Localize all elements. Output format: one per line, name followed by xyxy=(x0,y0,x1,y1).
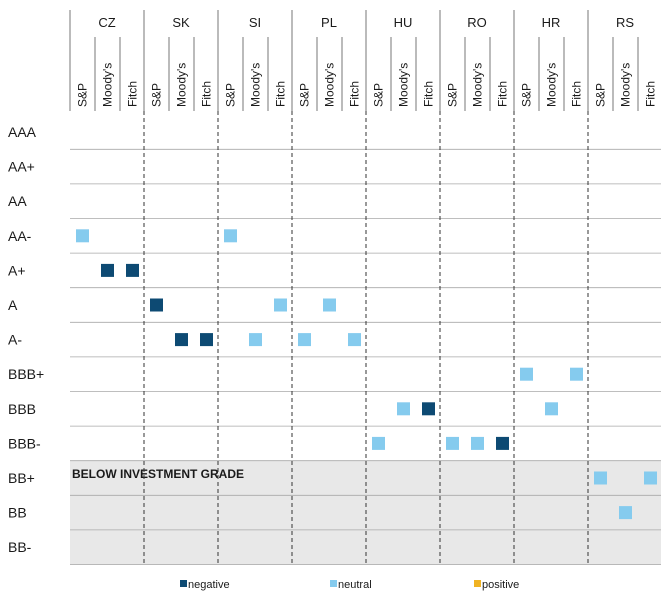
country-label: SK xyxy=(172,15,190,30)
rating-marker-neutral xyxy=(323,298,336,312)
rating-marker-neutral xyxy=(372,436,385,450)
agency-label: S&P xyxy=(594,83,608,107)
rating-marker-neutral xyxy=(397,402,410,416)
agency-label: S&P xyxy=(150,83,164,107)
rating-marker-neutral xyxy=(224,229,237,243)
agency-label: S&P xyxy=(372,83,386,107)
rating-label: AA xyxy=(8,193,27,209)
rating-marker-neutral xyxy=(594,471,607,485)
legend-swatch-positive xyxy=(474,580,481,587)
rating-markers xyxy=(76,229,657,520)
agency-label: Fitch xyxy=(644,81,658,107)
rating-label: BBB- xyxy=(8,435,41,451)
legend-swatch-neutral xyxy=(330,580,337,587)
country-label: CZ xyxy=(98,15,115,30)
agency-label: Fitch xyxy=(126,81,140,107)
rating-marker-negative xyxy=(126,263,139,277)
country-label: HR xyxy=(542,15,561,30)
rating-marker-neutral xyxy=(348,333,361,347)
rating-marker-negative xyxy=(200,333,213,347)
agency-label: Moody's xyxy=(619,63,633,107)
agency-label: Moody's xyxy=(323,63,337,107)
rating-label: AA+ xyxy=(8,159,35,175)
legend-label-neutral: neutral xyxy=(338,579,372,591)
rating-marker-negative xyxy=(101,263,114,277)
agency-label: S&P xyxy=(76,83,90,107)
rating-marker-neutral xyxy=(619,506,632,520)
rating-marker-neutral xyxy=(520,367,533,381)
rating-label: BBB xyxy=(8,401,36,417)
rating-label: A- xyxy=(8,332,22,348)
grid-lines xyxy=(70,111,661,565)
rating-marker-neutral xyxy=(298,333,311,347)
agency-label: Moody's xyxy=(249,63,263,107)
agency-label: Moody's xyxy=(101,63,115,107)
rating-marker-neutral xyxy=(570,367,583,381)
rating-label: AA- xyxy=(8,228,32,244)
rating-marker-neutral xyxy=(274,298,287,312)
country-label: RO xyxy=(467,15,487,30)
agency-label: Fitch xyxy=(274,81,288,107)
rating-label: BB xyxy=(8,505,27,521)
legend-label-positive: positive xyxy=(482,579,519,591)
country-label: RS xyxy=(616,15,634,30)
agency-label: S&P xyxy=(298,83,312,107)
column-header: CZ S&P Moody's Fitch SK S&P Moody's Fitch SI S&P M… xyxy=(69,10,658,111)
rating-marker-neutral xyxy=(446,436,459,450)
rating-marker-neutral xyxy=(249,333,262,347)
agency-label: Fitch xyxy=(422,81,436,107)
rating-marker-neutral xyxy=(545,402,558,416)
country-label: HU xyxy=(394,15,413,30)
rating-label: A xyxy=(8,297,18,313)
agency-label: Fitch xyxy=(496,81,510,107)
country-label: SI xyxy=(249,15,261,30)
below-investment-grade-label: BELOW INVESTMENT GRADE xyxy=(72,467,244,481)
agency-label: Moody's xyxy=(545,63,559,107)
rating-label: A+ xyxy=(8,262,26,278)
rating-marker-negative xyxy=(422,402,435,416)
rating-marker-neutral xyxy=(471,436,484,450)
rating-label: BB+ xyxy=(8,470,35,486)
agency-label: Fitch xyxy=(200,81,214,107)
country-label: PL xyxy=(321,15,337,30)
legend: negative neutral positive xyxy=(180,579,519,591)
agency-label: Moody's xyxy=(471,63,485,107)
legend-label-negative: negative xyxy=(188,579,230,591)
agency-label: Fitch xyxy=(348,81,362,107)
agency-label: S&P xyxy=(446,83,460,107)
legend-swatch-negative xyxy=(180,580,187,587)
rating-marker-negative xyxy=(150,298,163,312)
rating-marker-neutral xyxy=(76,229,89,243)
rating-label: BBB+ xyxy=(8,366,44,382)
rating-marker-negative xyxy=(496,436,509,450)
agency-label: S&P xyxy=(224,83,238,107)
agency-label: Moody's xyxy=(175,63,189,107)
rating-label: BB- xyxy=(8,539,32,555)
agency-label: S&P xyxy=(520,83,534,107)
agency-label: Moody's xyxy=(397,63,411,107)
rating-marker-negative xyxy=(175,333,188,347)
rating-label: AAA xyxy=(8,124,37,140)
rating-marker-neutral xyxy=(644,471,657,485)
agency-label: Fitch xyxy=(570,81,584,107)
